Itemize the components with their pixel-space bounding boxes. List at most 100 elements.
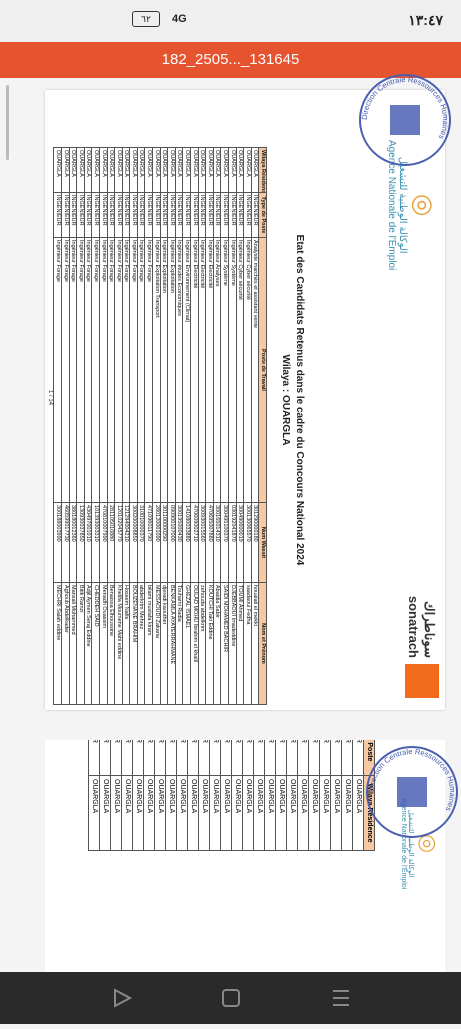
- table-cell: OUARGLA: [129, 147, 138, 193]
- table-cell: OUARGLA: [114, 147, 123, 193]
- document-page: ◎ الوكالة الوطنية للتشغيل Agence Nationa…: [45, 90, 445, 710]
- table-cell: OUARGLA: [341, 775, 353, 851]
- table-cell: 101393003310: [91, 502, 100, 583]
- table-row: BOUZENANE BRAHIM 300200008850 Ingénieur Fo…: [129, 147, 138, 705]
- table-cell: 130930037850: [76, 502, 85, 583]
- table-row: DJEBBAOUI Imadeddine 030192041870 Ingénieu…: [228, 147, 237, 705]
- table-cell: OUARGLA: [110, 775, 122, 851]
- table-cell: DJEBBAOUI Imadeddine: [228, 582, 237, 705]
- table-cell: INGENIEUR: [145, 192, 153, 238]
- table-cell: OUARGLA: [84, 147, 92, 193]
- table-cell: BENKAMLA AYATERRAHMANE: [167, 582, 176, 705]
- table-cell: 300165014310: [213, 502, 221, 583]
- nav-icons: [114, 988, 349, 1008]
- table-cell: Adjil Aymen Seraj Eddine: [84, 582, 92, 705]
- table-cell: Ingénieur Cyber sécurité: [236, 237, 244, 503]
- stamp-logo: [390, 105, 420, 135]
- table-cell: INGENIEUR: [198, 740, 210, 776]
- table-cell: OUARGLA: [213, 147, 221, 193]
- table-cell: 120102045770: [114, 502, 123, 583]
- table-cell: OUARGLA: [243, 147, 252, 193]
- table-cell: INGENIEUR: [53, 192, 62, 238]
- table-cell: INGENIEUR: [121, 740, 133, 776]
- table-cell: OUARGLA: [107, 147, 115, 193]
- table-cell: 141080033880: [182, 502, 191, 583]
- table-cell: INGENIEUR: [165, 740, 177, 776]
- table-cell: INGENIEUR: [107, 192, 115, 238]
- table-row: bilami mustafa kiram 471096011790 Ingénieu…: [145, 147, 153, 705]
- home-button[interactable]: [222, 989, 240, 1007]
- back-button[interactable]: [114, 988, 133, 1008]
- table-cell: Touhami Radia: [175, 582, 183, 705]
- table-cell: Ingénieur Forage: [145, 237, 153, 503]
- table-cell: 300130065570: [243, 502, 252, 583]
- table-cell: INGENIEUR: [220, 740, 232, 776]
- table-cell: Ingénieur Exploitation: [167, 237, 176, 503]
- table-cell: INGENIEUR: [231, 740, 243, 776]
- clock: ١٣:٤٧: [408, 12, 443, 28]
- table-cell: MECHRI Salah eddine: [53, 582, 62, 705]
- table-cell: Benaissa Elhoussine: [107, 582, 115, 705]
- table-cell: 300200008850: [129, 502, 138, 583]
- network: 4G: [172, 13, 187, 25]
- table-cell: GHEZAL ISMAEL: [182, 582, 191, 705]
- logo-arabic: سوناطراك: [422, 600, 438, 658]
- table-cell: OUARGLA: [297, 775, 309, 851]
- table-cell: 470695007880: [205, 502, 214, 583]
- stamp-logo: [397, 777, 427, 807]
- table-cell: Ingénieur Electricité: [205, 237, 214, 503]
- table-cell: OUARGLA: [167, 147, 176, 193]
- menu-button[interactable]: [333, 990, 349, 1006]
- table-cell: Ingénieur Système: [228, 237, 237, 503]
- table-cell: OUARGLA: [88, 775, 100, 851]
- table-row: zehouda abdelkrim 300930015560 Ingénieur E…: [198, 147, 206, 705]
- table-cell: OUARGLA: [182, 147, 191, 193]
- table-row: Touhami Radia 300195000430 Ingénieur étude…: [175, 147, 183, 705]
- table-cell: OUARGLA: [176, 775, 188, 851]
- table-cell: OUARGLA: [319, 775, 331, 851]
- table-cell: OUARGLA: [154, 775, 166, 851]
- table-cell: Ingénieur Cyber sécurité: [243, 237, 252, 503]
- table-cell: INGENIEUR: [187, 740, 199, 776]
- table-cell: OUARGLA: [253, 775, 265, 851]
- filename: 182_2505..._131645: [161, 51, 300, 68]
- table-cell: Ingénieur Forage: [122, 237, 130, 503]
- table-cell: MESSAOUDI Zakaria: [152, 582, 161, 705]
- table-cell: Ingénieur Electricité: [190, 237, 199, 503]
- table-cell: OUARGLA: [242, 775, 254, 851]
- table-cell: INGENIEUR: [160, 192, 168, 238]
- table-cell: Ingénieur Forage: [129, 237, 138, 503]
- table-cell: Ingénieur Forage: [99, 237, 108, 503]
- table-cell: OUARGLA: [264, 775, 276, 851]
- table-cell: 380180012360: [69, 502, 77, 583]
- table-cell: 301100000290: [160, 502, 168, 583]
- table-cell: OUARGLA: [91, 147, 100, 193]
- table-cell: 030192041870: [228, 502, 237, 583]
- table-row: CHEDDEH SAID 101393003310 Ingénieur Forage…: [91, 147, 100, 705]
- table-cell: Bitik Ramzi: [76, 582, 85, 705]
- table-cell: Menadh Ouassim: [99, 582, 108, 705]
- table-cell: INGENIEUR: [167, 192, 176, 238]
- table-cell: Ingénieur Forage: [61, 237, 70, 503]
- table-cell: OUARGLA: [231, 775, 243, 851]
- table-cell: INGENIEUR: [84, 192, 92, 238]
- table-cell: INGENIEUR: [88, 740, 100, 776]
- table-cell: OUARGLA: [137, 147, 145, 193]
- navigation-bar: [0, 972, 461, 1024]
- table-cell: INGENIEUR: [308, 740, 320, 776]
- table-cell: INGENIEUR: [175, 192, 183, 238]
- table-cell: OUARGLA: [251, 147, 259, 193]
- table-cell: OUARGLA: [61, 147, 70, 193]
- table-cell: OUARGLA: [187, 775, 199, 851]
- table-cell: OUARGLA: [69, 147, 77, 193]
- title: Etat des Candidats Retenus dans le cadre…: [294, 234, 305, 566]
- table-cell: OUARGLA: [236, 147, 244, 193]
- table-cell: INGENIEUR: [220, 192, 229, 238]
- table-cell: INGENIEUR: [264, 740, 276, 776]
- table-cell: INGENIEUR: [76, 192, 85, 238]
